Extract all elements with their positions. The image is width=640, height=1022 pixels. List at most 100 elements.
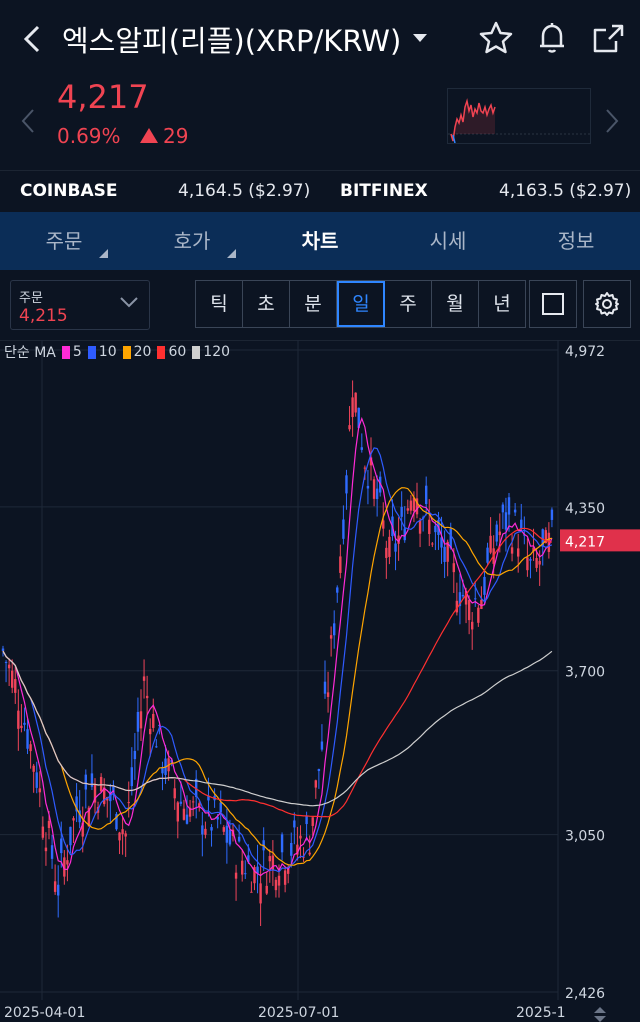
current-price: 4,217: [57, 78, 149, 116]
candle-body: [345, 475, 348, 494]
candle-body: [510, 547, 514, 554]
candle-body: [191, 801, 195, 803]
tab-market[interactable]: 시세: [398, 212, 498, 270]
candle-body: [195, 778, 198, 797]
legend-label: 단순 MA: [4, 345, 56, 361]
period-tick-button[interactable]: 틱: [196, 281, 243, 327]
ma60-swatch: [157, 345, 166, 359]
tab-chart[interactable]: 차트: [270, 212, 370, 270]
candle-body: [520, 519, 523, 530]
price-chart[interactable]: 4,972 4,350 3,700 3,050 2,426 4,217 2025-04-01…: [0, 340, 640, 1022]
candle-body: [241, 860, 244, 875]
period-selector: 틱 초 분 일 주 월 년: [195, 280, 526, 328]
candle-body: [308, 852, 311, 855]
candle-body: [486, 547, 489, 563]
candle-body: [81, 822, 84, 837]
period-year-button[interactable]: 년: [493, 293, 511, 315]
tab-order[interactable]: 주문: [14, 212, 114, 270]
candle-body: [529, 559, 532, 561]
candle-body: [228, 829, 232, 845]
candle-body: [207, 795, 210, 801]
candle-body: [69, 826, 72, 846]
candle-body: [526, 557, 529, 571]
candle-body: [250, 891, 253, 893]
corner-indicator-icon: [99, 249, 108, 258]
candle-body: [339, 556, 342, 573]
period-week-button[interactable]: 주: [385, 281, 432, 327]
candle-body: [244, 873, 247, 875]
candle-body: [418, 520, 422, 534]
page-title[interactable]: 엑스알피(리플)(XRP/KRW): [62, 24, 402, 58]
candle-body: [274, 879, 278, 891]
candle-body: [477, 607, 480, 623]
candle-body: [225, 825, 229, 843]
chevron-left-icon[interactable]: [18, 108, 38, 134]
candle-body: [63, 857, 66, 877]
candle-body: [127, 802, 130, 804]
candle-body: [115, 813, 118, 830]
candle-body: [142, 676, 146, 681]
current-price-label: 4,217: [565, 534, 605, 550]
candle-body: [443, 546, 446, 562]
period-minute-button[interactable]: 분: [290, 281, 337, 327]
ma20-swatch: [122, 345, 131, 359]
candle-body: [513, 509, 517, 513]
fullscreen-button[interactable]: [529, 280, 577, 328]
candle-body: [504, 512, 508, 530]
candle-body: [265, 885, 268, 894]
tab-label: 호가: [173, 229, 211, 253]
candle-body: [210, 827, 213, 831]
candle-body: [375, 488, 379, 500]
candle-body: [118, 832, 121, 841]
candle-body: [188, 807, 192, 817]
tab-label: 정보: [557, 229, 595, 253]
candle-body: [474, 598, 477, 600]
candle-body: [112, 786, 115, 793]
period-day-button[interactable]: 일: [337, 281, 385, 327]
candle-body: [455, 600, 459, 613]
candle-body: [293, 820, 296, 828]
gear-icon: [595, 292, 619, 316]
candle-body: [222, 827, 225, 832]
share-icon[interactable]: [590, 20, 626, 56]
ma5-swatch: [61, 345, 70, 359]
period-second-button[interactable]: 초: [243, 281, 290, 327]
ma-line: [2, 447, 553, 873]
ma10-swatch: [87, 345, 96, 359]
candle-body: [161, 766, 164, 774]
candle-body: [333, 623, 336, 636]
dropdown-caret-icon[interactable]: [413, 34, 427, 42]
candle-body: [204, 828, 207, 835]
x-tick-label: 2025-1: [516, 1005, 566, 1021]
chevron-right-icon[interactable]: [602, 108, 622, 134]
candle-body: [155, 746, 158, 748]
candle-body: [305, 816, 308, 825]
candle-body: [471, 621, 474, 630]
ma120-swatch: [192, 345, 201, 359]
legend-item: 20: [133, 344, 152, 360]
mini-chart[interactable]: [447, 88, 591, 144]
candle-body: [29, 744, 32, 752]
candle-body: [489, 535, 492, 553]
bell-icon[interactable]: [534, 20, 570, 56]
order-value: 4,215: [19, 306, 68, 326]
tab-label: 주문: [45, 229, 83, 253]
candle-body: [78, 810, 81, 823]
exchange-value: 4,164.5 ($2.97): [178, 181, 311, 201]
period-month-button[interactable]: 월: [432, 281, 479, 327]
candle-body: [296, 844, 299, 855]
candle-body: [253, 867, 256, 884]
y-tick-label: 4,350: [565, 501, 605, 517]
candle-body: [44, 847, 48, 852]
settings-button[interactable]: [583, 280, 631, 328]
candle-body: [409, 500, 413, 511]
candle-body: [461, 594, 465, 597]
star-icon[interactable]: [478, 20, 514, 56]
candle-body: [32, 765, 35, 772]
tab-orderbook[interactable]: 호가: [142, 212, 242, 270]
tab-info[interactable]: 정보: [526, 212, 626, 270]
back-arrow-icon[interactable]: [18, 22, 48, 56]
ma-line: [2, 487, 553, 866]
order-price-select[interactable]: 주문 4,215: [10, 280, 150, 330]
candle-body: [53, 881, 57, 892]
